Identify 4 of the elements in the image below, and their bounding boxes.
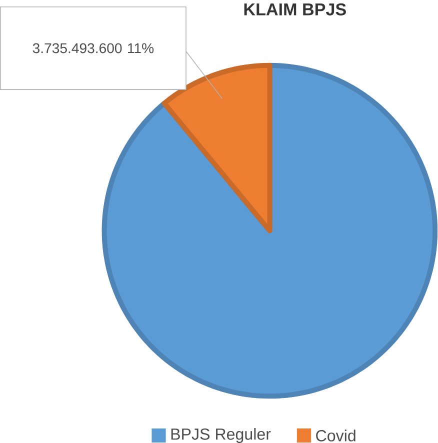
legend-label: BPJS Reguler xyxy=(172,428,271,443)
legend-label: Covid xyxy=(316,430,356,442)
chart-title: KLAIM BPJS xyxy=(244,3,346,16)
data-label: 3.735.493.600 11% xyxy=(33,43,154,54)
